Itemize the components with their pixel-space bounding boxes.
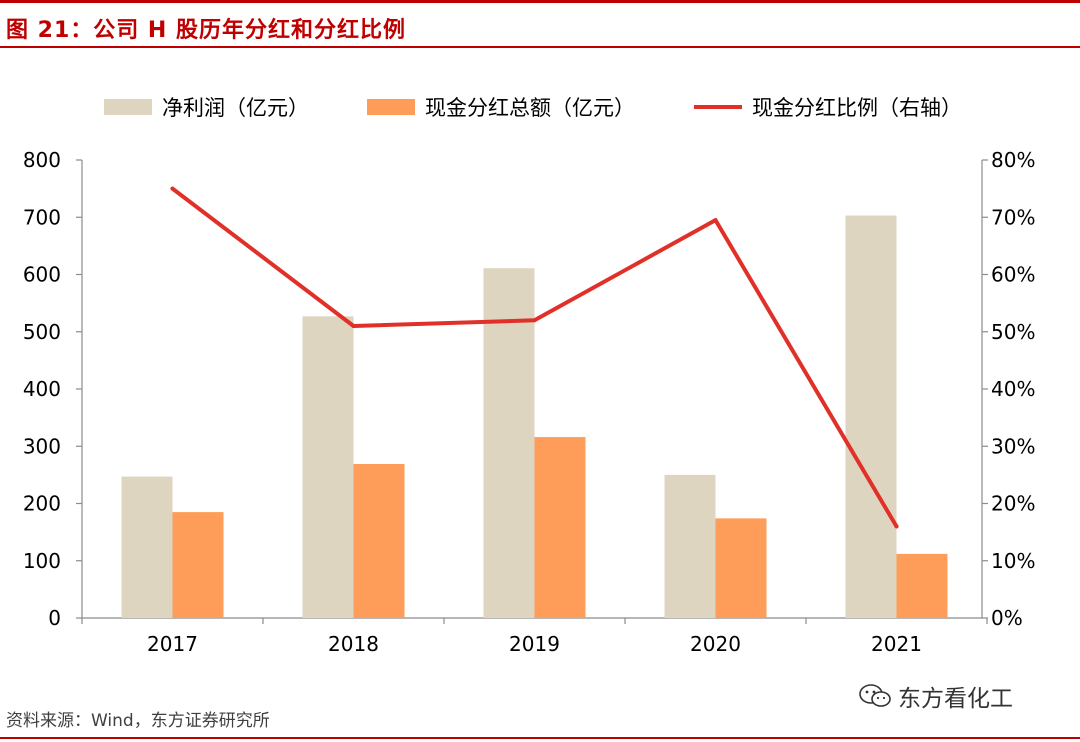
payout-ratio-point — [713, 218, 718, 223]
payout-ratio-point — [351, 324, 356, 329]
y-tick-label-right: 40% — [991, 377, 1035, 401]
watermark: 东方看化工 — [858, 679, 1013, 713]
legend-net-profit-label: 净利润（亿元） — [162, 96, 309, 120]
top-rule — [0, 0, 1080, 3]
y-tick-label-left: 500 — [23, 320, 61, 344]
cash-dividend-bar — [172, 512, 224, 618]
title-rule — [0, 46, 1080, 48]
legend-net-profit-swatch — [104, 99, 152, 115]
x-tick-label: 2020 — [690, 632, 741, 656]
net-profit-bar — [845, 215, 897, 618]
payout-ratio-point — [170, 186, 175, 191]
y-tick-label-left: 300 — [23, 434, 61, 458]
net-profit-bar — [302, 316, 354, 618]
wechat-icon — [859, 684, 891, 707]
y-tick-label-right: 80% — [991, 148, 1035, 172]
y-tick-label-left: 200 — [23, 492, 61, 516]
y-tick-label-right: 60% — [991, 263, 1035, 287]
x-tick-label: 2017 — [147, 632, 198, 656]
cash-dividend-bar — [534, 437, 586, 618]
y-tick-label-right: 0% — [991, 606, 1023, 630]
y-tick-label-right: 20% — [991, 492, 1035, 516]
y-tick-label-right: 30% — [991, 434, 1035, 458]
y-tick-label-left: 0 — [48, 606, 61, 630]
payout-ratio-point — [532, 318, 537, 323]
y-tick-label-right: 70% — [991, 205, 1035, 229]
y-tick-label-left: 800 — [23, 148, 61, 172]
x-tick-label: 2019 — [509, 632, 560, 656]
net-profit-bar — [664, 474, 716, 618]
cash-dividend-bar — [896, 553, 948, 618]
watermark-text: 东方看化工 — [898, 686, 1013, 712]
cash-dividend-bar — [353, 463, 405, 618]
y-tick-label-left: 100 — [23, 549, 61, 573]
bottom-rule — [0, 737, 1080, 739]
y-tick-label-right: 50% — [991, 320, 1035, 344]
x-tick-label: 2021 — [871, 632, 922, 656]
source-note: 资料来源：Wind，东方证券研究所 — [6, 711, 270, 731]
net-profit-bar — [121, 476, 173, 618]
cash-dividend-bar — [715, 518, 767, 618]
net-profit-bar — [483, 268, 535, 618]
legend-payout-ratio-label: 现金分红比例（右轴） — [752, 96, 962, 120]
figure-title: 图 21：公司 H 股历年分红和分红比例 — [6, 18, 407, 43]
y-tick-label-left: 700 — [23, 205, 61, 229]
x-tick-label: 2018 — [328, 632, 379, 656]
y-tick-label-right: 10% — [991, 549, 1035, 573]
y-tick-label-left: 600 — [23, 263, 61, 287]
payout-ratio-point — [894, 524, 899, 529]
legend-cash-dividend-label: 现金分红总额（亿元） — [425, 96, 635, 120]
y-tick-label-left: 400 — [23, 377, 61, 401]
legend-cash-dividend-swatch — [367, 99, 415, 115]
